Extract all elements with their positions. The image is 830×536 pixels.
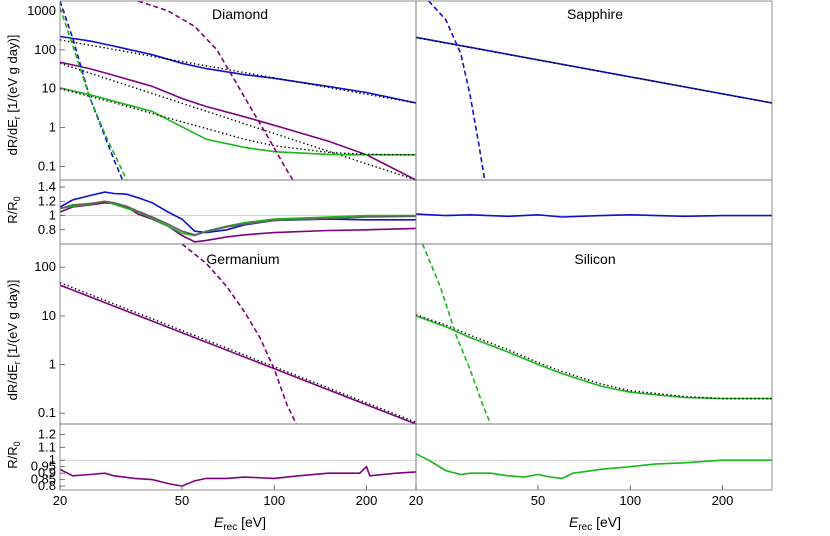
x-tick-label: 100 — [619, 493, 641, 508]
panel-title: Germanium — [206, 251, 279, 267]
series-line-blue-solid — [60, 35, 416, 104]
panel-frame — [59, 243, 417, 425]
x-tick-label: 200 — [712, 493, 734, 508]
panel-frame — [59, 179, 417, 245]
series-line-black-dotted — [60, 39, 416, 104]
x-tick-label: 200 — [356, 493, 378, 508]
x-axis-label-right: Erec [eV] — [569, 514, 621, 531]
y-tick-label: 10 — [42, 81, 56, 96]
panel-7: 20 50 100 200 — [409, 423, 773, 508]
y-tick-label: 1.2 — [38, 426, 56, 441]
x-tick-label: 50 — [175, 493, 189, 508]
panel-3 — [415, 179, 773, 245]
panel-frame — [415, 243, 773, 425]
y-tick-label: 0.8 — [38, 478, 56, 493]
series-line-green-solid — [60, 87, 416, 156]
series-line-green-solid — [416, 315, 772, 400]
series-line-green-dashed — [421, 244, 492, 424]
x-tick-label: 100 — [263, 493, 285, 508]
series-line-black-dotted — [416, 37, 772, 104]
series-line-blue-solid — [416, 213, 772, 218]
panel-2: 0.811.21.4 — [38, 179, 417, 245]
x-axis-label-left: Erec [eV] — [214, 514, 266, 531]
y-axis-label-bottom: dR/dEr [1/(eV g day)] — [5, 280, 22, 401]
y-tick-label: 100 — [34, 42, 56, 57]
series-line-purple-solid — [60, 284, 416, 424]
y-tick-label: 0.95 — [31, 459, 56, 474]
x-tick-label: 50 — [531, 493, 545, 508]
series-line-purple-dashed — [137, 1, 294, 180]
y-tick-label: 1 — [49, 357, 56, 372]
y-tick-label: 0.1 — [38, 405, 56, 420]
panel-title: Silicon — [574, 251, 615, 267]
panel-title: Diamond — [212, 6, 268, 22]
y-tick-label: 1 — [49, 120, 56, 135]
panel-frame — [415, 179, 773, 245]
panel-1: Sapphire — [415, 0, 773, 181]
series-line-blue-dashed — [428, 1, 486, 180]
panel-title: Sapphire — [567, 6, 623, 22]
panel-4: 0.1 1 10 100 Germanium — [34, 243, 417, 425]
y-tick-label: 100 — [34, 259, 56, 274]
y-tick-label: 0.85 — [31, 472, 56, 487]
y-tick-label: 1 — [49, 208, 56, 223]
y-tick-label: 0.9 — [38, 465, 56, 480]
series-line-purple-dashed — [181, 244, 298, 424]
series-line-black-dotted — [60, 62, 416, 180]
panel-frame — [59, 423, 417, 491]
series-line-black-dotted — [416, 314, 772, 400]
series-line-gray-solid — [60, 200, 416, 236]
series-line-black-dotted — [60, 88, 416, 156]
y-axis-label-top: dR/dEr [1/(eV g day)] — [5, 35, 22, 156]
series-line-blue-solid — [60, 191, 416, 234]
series-line-purple-solid — [60, 61, 416, 180]
y-axis-label-ratio-top: R/R0 — [5, 196, 22, 223]
y-tick-label: 1.1 — [38, 439, 56, 454]
series-line-green-dashed — [60, 7, 128, 180]
panel-frame — [415, 423, 773, 491]
x-tick-label: 20 — [53, 493, 67, 508]
series-line-green-solid — [416, 453, 772, 480]
y-tick-label: 1.2 — [38, 193, 56, 208]
panel-5: Silicon — [415, 243, 773, 425]
y-tick-label: 10 — [42, 308, 56, 323]
y-tick-label: 0.8 — [38, 222, 56, 237]
panel-0: 0.1 1 10 100 1000 Diamond — [27, 0, 417, 181]
y-axis-label-ratio-bottom: R/R0 — [5, 441, 22, 468]
x-tick-label: 20 — [409, 493, 423, 508]
series-line-purple-solid — [60, 465, 416, 487]
y-tick-label: 1 — [49, 452, 56, 467]
y-tick-label: 1000 — [27, 3, 56, 18]
series-line-purple-solid — [60, 201, 416, 243]
y-tick-label: 0.1 — [38, 159, 56, 174]
y-tick-label: 1.4 — [38, 179, 56, 194]
